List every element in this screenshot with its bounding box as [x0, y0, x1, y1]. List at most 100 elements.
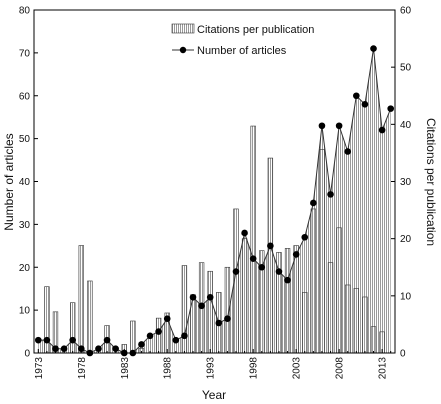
- right-axis-title: Citations per publication: [424, 118, 438, 246]
- x-tick-label: 1973: [34, 357, 45, 380]
- point-articles-2013: [378, 126, 386, 134]
- point-articles-2010: [353, 92, 360, 100]
- area-layer: [38, 48, 391, 354]
- point-articles-2014: [387, 105, 395, 112]
- x-tick-label: 1983: [120, 357, 131, 380]
- point-articles-2012: [370, 45, 377, 52]
- point-articles-1995: [224, 315, 231, 323]
- x-tick-label: 2008: [335, 357, 346, 380]
- point-articles-2003: [292, 251, 300, 258]
- bar-citations-2004: [302, 292, 308, 354]
- point-articles-1987: [155, 328, 162, 335]
- x-tick-label: 2013: [378, 357, 389, 380]
- bar-citations-1984: [130, 320, 136, 354]
- left-tick-label: 20: [19, 263, 31, 274]
- point-articles-1991: [189, 293, 197, 301]
- bar-citations-1979: [87, 280, 93, 354]
- point-articles-2001: [275, 268, 283, 275]
- bar-citations-2007: [327, 262, 334, 354]
- point-articles-1996: [232, 268, 240, 275]
- right-tick-label: 40: [400, 120, 412, 131]
- x-tick-label: 1988: [163, 357, 174, 380]
- right-tick-label: 30: [400, 177, 412, 188]
- point-articles-2000: [267, 242, 274, 250]
- point-articles-1980: [95, 345, 102, 353]
- bar-citations-1978: [78, 245, 84, 354]
- bar-citations-2000: [267, 157, 274, 354]
- bar-citations-2010: [353, 288, 359, 354]
- point-articles-1998: [249, 255, 257, 262]
- x-axis-title: Year: [202, 388, 226, 402]
- x-tick-label: 1978: [77, 357, 88, 380]
- bar-citations-1998: [250, 125, 256, 354]
- point-articles-1976: [60, 345, 68, 353]
- x-tick-label: 1998: [249, 357, 260, 380]
- right-tick-label: 10: [400, 291, 412, 302]
- right-tick-label: 50: [400, 63, 412, 74]
- left-tick-label: 40: [19, 177, 31, 188]
- point-articles-2011: [361, 101, 369, 108]
- left-axis-title: Number of articles: [2, 133, 16, 230]
- left-tick-label: 30: [19, 220, 31, 231]
- point-articles-1985: [138, 341, 145, 348]
- left-tick-label: 10: [19, 306, 31, 317]
- point-articles-1993: [206, 293, 214, 301]
- point-articles-1975: [52, 345, 59, 353]
- legend: Citations per publication Number of arti…: [171, 23, 314, 57]
- right-tick-label: 0: [400, 349, 406, 360]
- point-articles-1999: [258, 263, 266, 271]
- point-layer: [34, 45, 395, 357]
- point-articles-1990: [181, 332, 188, 340]
- point-articles-1978: [77, 345, 85, 353]
- point-articles-1986: [146, 332, 154, 340]
- point-articles-2007: [327, 191, 334, 198]
- point-articles-2008: [335, 122, 343, 130]
- right-tick-label: 60: [400, 6, 412, 17]
- point-articles-1994: [215, 319, 223, 327]
- right-axis: 0 10 20 30 40 50 60: [391, 6, 412, 360]
- bar-citations-2005: [310, 208, 317, 354]
- x-tick-label: 1993: [206, 357, 217, 380]
- left-tick-label: 0: [24, 349, 30, 360]
- x-tick-label: 2003: [292, 357, 303, 380]
- bar-citations-2006: [319, 149, 325, 354]
- left-tick-label: 50: [19, 134, 31, 145]
- bar-citations-2011: [362, 296, 368, 354]
- legend-bar-swatch: [171, 23, 195, 34]
- bar-citations-2012: [370, 326, 377, 354]
- point-articles-1981: [103, 336, 111, 344]
- point-articles-1977: [69, 336, 76, 344]
- right-tick-label: 20: [400, 234, 412, 245]
- bar-citations-1977: [70, 302, 76, 354]
- point-articles-1997: [241, 229, 248, 237]
- point-articles-2009: [344, 148, 352, 155]
- point-articles-1989: [172, 336, 180, 344]
- point-articles-1973: [34, 336, 42, 344]
- left-tick-label: 70: [19, 48, 31, 59]
- legend-bar-label: Citations per publication: [197, 24, 314, 36]
- left-axis: 0 10 20 30 40 50 60 70 80: [19, 6, 38, 360]
- point-articles-2004: [301, 233, 309, 241]
- legend-line-label: Number of articles: [197, 45, 287, 57]
- articles-area: [38, 48, 391, 354]
- point-articles-1982: [112, 345, 119, 353]
- bar-citations-1987: [155, 317, 162, 354]
- point-articles-1988: [163, 315, 171, 323]
- point-articles-1974: [43, 336, 51, 344]
- point-articles-2002: [284, 276, 291, 284]
- bar-citations-1990: [181, 265, 188, 354]
- point-articles-2006: [318, 122, 326, 130]
- left-tick-label: 80: [19, 6, 31, 17]
- bar-citations-1997: [241, 238, 248, 354]
- point-articles-1992: [198, 302, 205, 310]
- legend-line-marker: [179, 46, 187, 54]
- x-axis: 1973 1978 1983 1988 1993 1998 2003 2008 2013: [34, 349, 392, 380]
- bar-citations-2002: [284, 248, 291, 354]
- left-tick-label: 60: [19, 91, 31, 102]
- point-articles-2005: [310, 199, 317, 207]
- bar-citations-1993: [207, 270, 213, 354]
- bar-citations-2009: [345, 284, 351, 354]
- bar-citations-2003: [293, 245, 299, 354]
- bar-citations-2008: [336, 227, 342, 354]
